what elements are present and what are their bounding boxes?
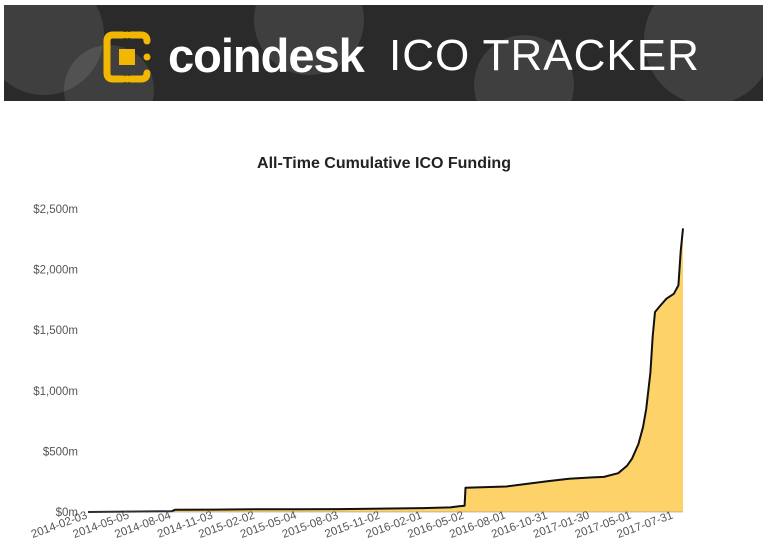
brand-name[interactable]: coindesk	[168, 29, 365, 82]
y-tick-label: $500m	[43, 446, 78, 458]
chart-title: All-Time Cumulative ICO Funding	[257, 155, 511, 172]
coindesk-logo-icon[interactable]	[101, 31, 153, 83]
header-banner: coindesk ICO TRACKER	[4, 5, 763, 101]
funding-line	[87, 228, 684, 513]
y-tick-label: $0m	[56, 507, 78, 519]
cumulative-funding-chart: $0m$500m$1,000m$1,500m$2,000m$2,500m2014…	[30, 204, 684, 541]
banner-bokeh-decoration	[644, 5, 763, 101]
y-tick-label: $2,500m	[33, 204, 78, 216]
y-tick-label: $1,500m	[33, 325, 78, 337]
y-tick-label: $1,000m	[33, 386, 78, 398]
funding-area	[88, 228, 683, 512]
y-tick-label: $2,000m	[33, 265, 78, 277]
product-name: ICO TRACKER	[389, 31, 700, 80]
